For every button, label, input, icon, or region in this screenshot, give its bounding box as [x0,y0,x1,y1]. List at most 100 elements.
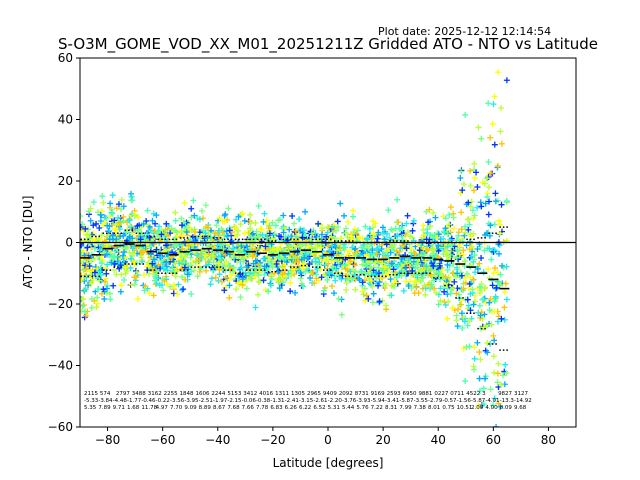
scatter-point [381,282,388,289]
scatter-point [390,266,397,273]
scatter-point [146,271,153,278]
scatter-point [492,190,499,197]
y-tick-label: 60 [58,51,73,65]
scatter-point [350,213,357,220]
scatter-point [181,199,188,206]
y-axis-ticks: −60 −40 −20 0 20 40 60 [48,51,80,434]
scatter-point [149,217,156,224]
scatter-point [457,174,464,181]
scatter-point [468,198,475,205]
scatter-point [422,285,429,292]
scatter-point [191,212,198,219]
scatter-point [460,181,467,188]
bin-mean-label: -1.77 [127,398,142,404]
scatter-point [152,273,159,280]
scatter-point [252,273,259,280]
scatter-point [449,305,456,312]
scatter-point [465,199,472,206]
scatter-point [435,301,442,308]
scatter-point [210,250,217,257]
scatter-point [395,262,402,269]
scatter-point [458,272,465,279]
bin-mean-label: -0.22 [156,398,170,404]
scatter-point [466,221,473,228]
scatter-point [393,248,400,255]
scatter-point [221,287,228,294]
scatter-point [112,243,119,250]
scatter-point [463,344,470,351]
scatter-point [238,243,245,250]
scatter-point [347,268,354,275]
scatter-point [312,249,319,256]
scatter-point [373,250,380,257]
scatter-point [165,233,172,240]
scatter-point [255,279,262,286]
scatter-point [169,264,176,271]
scatter-point [226,276,233,283]
scatter-point [245,252,252,259]
scatter-point [375,229,382,236]
scatter-point [499,262,506,269]
scatter-point [117,233,124,240]
scatter-point [435,242,442,249]
scatter-point [462,274,469,281]
scatter-point [345,238,352,245]
scatter-point [486,232,493,239]
x-tick-label: 60 [486,433,501,447]
scatter-point [171,242,178,249]
scatter-point [351,262,358,269]
scatter-point [442,215,449,222]
scatter-point [277,240,284,247]
scatter-point [215,227,222,234]
scatter-point [375,282,382,289]
scatter-point [351,226,358,233]
scatter-point [495,69,502,76]
scatter-point [486,245,493,252]
scatter-point [388,282,395,289]
bin-std-label: 5.76 [356,405,369,411]
bin-mean-label: -0.38 [256,398,271,404]
scatter-point [446,221,453,228]
scatter-point [169,265,176,272]
scatter-point [280,247,287,254]
scatter-point [442,274,449,281]
scatter-point [465,285,472,292]
scatter-point [163,242,170,249]
scatter-point [300,227,307,234]
scatter-point [90,222,97,229]
scatter-point [425,281,432,288]
scatter-point [453,290,460,297]
scatter-point [271,270,278,277]
scatter-point [292,289,299,296]
scatter-point [460,314,467,321]
scatter-point [164,267,171,274]
scatter-point [394,233,401,240]
scatter-point [212,274,219,281]
scatter-point [300,283,307,290]
scatter-point [455,232,462,239]
scatter-point [259,232,266,239]
scatter-point [440,235,447,242]
scatter-point [119,252,126,259]
scatter-point [267,248,274,255]
scatter-point [467,231,474,238]
scatter-point [501,288,508,295]
scatter-point [503,77,510,84]
scatter-point [476,260,483,267]
bin-std-label: 9.71 [113,405,125,411]
scatter-point [127,265,134,272]
scatter-point [502,361,509,368]
scatter-point [335,258,342,265]
scatter-point [490,270,497,277]
scatter-point [470,276,477,283]
scatter-point [155,261,162,268]
scatter-point [149,260,156,267]
scatter-point [253,228,260,235]
y-tick-label: 0 [65,236,73,250]
scatter-point [494,162,501,169]
scatter-point [249,230,256,237]
scatter-point [321,287,328,294]
bin-std-label: 4.97 [156,405,169,411]
scatter-point [89,236,96,243]
